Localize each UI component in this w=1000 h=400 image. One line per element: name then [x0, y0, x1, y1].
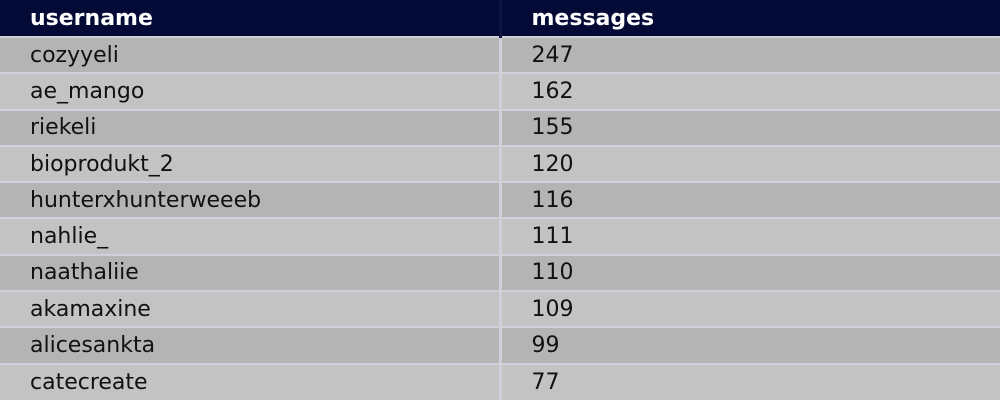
column-header-messages: messages	[500, 0, 1000, 37]
table-row: catecreate 77	[0, 362, 1000, 400]
messages-cell: 77	[500, 362, 1000, 400]
table-row: nahlie_ 111	[0, 217, 1000, 255]
username-cell: naathaliie	[0, 253, 502, 292]
column-header-username: username	[0, 0, 502, 37]
username-cell: nahlie_	[0, 217, 502, 255]
messages-cell: 247	[500, 35, 1000, 74]
table-row: ae_mango 162	[0, 72, 1000, 110]
username-cell: alicesankta	[0, 326, 502, 364]
header-row: username messages	[0, 0, 1000, 37]
username-cell: catecreate	[0, 362, 502, 400]
messages-cell: 111	[500, 217, 1000, 255]
messages-cell: 99	[500, 326, 1000, 364]
messages-cell: 155	[500, 108, 1000, 146]
username-cell: bioprodukt_2	[0, 144, 502, 183]
username-cell: akamaxine	[0, 290, 502, 328]
messages-cell: 109	[500, 290, 1000, 328]
table-row: akamaxine 109	[0, 290, 1000, 328]
table-row: hunterxhunterweeeb 116	[0, 181, 1000, 219]
table-row: alicesankta 99	[0, 326, 1000, 364]
messages-cell: 110	[500, 253, 1000, 292]
table-row: naathaliie 110	[0, 253, 1000, 292]
username-cell: ae_mango	[0, 72, 502, 110]
table-row: riekeli 155	[0, 108, 1000, 146]
username-cell: cozyyeli	[0, 35, 502, 74]
messages-cell: 116	[500, 181, 1000, 219]
table-row: cozyyeli 247	[0, 35, 1000, 74]
table-row: bioprodukt_2 120	[0, 144, 1000, 183]
username-cell: riekeli	[0, 108, 502, 146]
messages-cell: 162	[500, 72, 1000, 110]
username-cell: hunterxhunterweeeb	[0, 181, 502, 219]
messages-cell: 120	[500, 144, 1000, 183]
